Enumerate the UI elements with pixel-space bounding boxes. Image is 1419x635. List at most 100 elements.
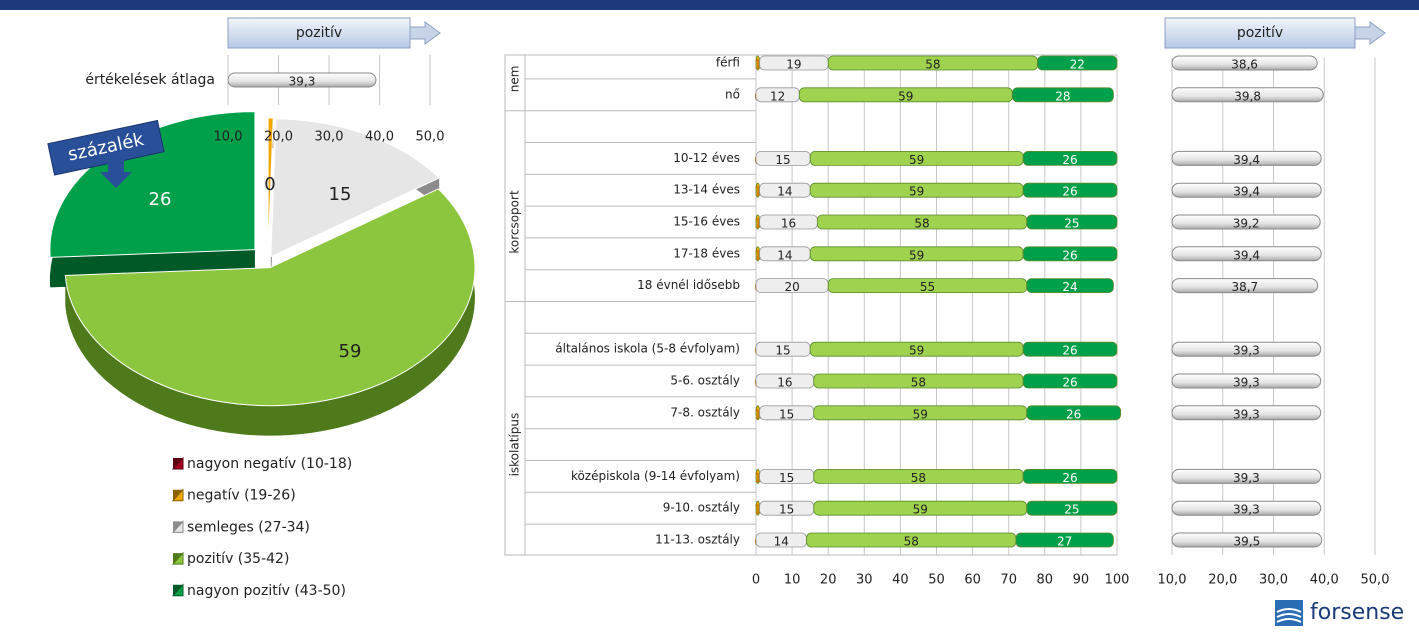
legend-label: negatív (19-26) [187,488,296,504]
value-label: 1 [754,471,762,485]
value-label: 39,3 [289,75,316,89]
value-label: 58 [904,535,919,549]
top-band [0,0,1419,10]
value-label: 15 [779,407,794,421]
x-tick-label: 40,0 [1310,573,1339,588]
value-label: 27 [1057,535,1072,549]
legend-label: nagyon negatív (10-18) [187,456,352,472]
pie-slice [64,188,476,407]
row-label: 17-18 éves [673,246,740,260]
slice-label: 26 [149,189,172,210]
x-tick-label: 60 [964,573,981,588]
value-label: 55 [920,280,935,294]
row-label: 5-6. osztály [670,374,740,388]
bar-segment [1022,150,1118,166]
value-label: 19 [786,58,801,72]
bar [1171,341,1322,357]
bar-segment [1022,373,1118,389]
x-tick-label: 20,0 [264,130,293,145]
value-label: 26 [1062,376,1077,390]
bar [227,72,377,88]
row-label: 9-10. osztály [663,501,740,515]
value-label: 12 [770,89,785,103]
row-label: 18 évnél idősebb [637,278,740,292]
value-label: 26 [1062,185,1077,199]
bar [1171,468,1322,484]
bar-segment [1037,55,1118,71]
value-label: 25 [1064,217,1079,231]
x-tick-label: 50,0 [1361,573,1390,588]
legend-label: nagyon pozitív (43-50) [187,583,346,599]
value-label: 59 [909,153,924,167]
value-label: 58 [911,471,926,485]
annotation-arrow [100,158,132,188]
x-tick-label: 30,0 [315,130,344,145]
value-label: 26 [1062,248,1077,262]
bar-segment [1022,468,1118,484]
value-label: 39,3 [1233,407,1260,421]
slice-label: 59 [339,341,362,362]
header-label: pozitív [1237,25,1283,41]
value-label: 58 [925,58,940,72]
row-label: értékelések átlaga [85,72,215,88]
value-label: 38,6 [1231,58,1258,72]
row-label: 11-13. osztály [655,533,740,547]
value-label: 26 [1062,344,1077,358]
legend-swatch-shade [173,458,183,469]
x-tick-label: 10,0 [214,130,243,145]
value-label: 59 [909,185,924,199]
row-label: 15-16 éves [673,215,740,229]
value-label: 25 [1064,503,1079,517]
bar-segment [1026,405,1122,421]
legend-swatch-shade [173,489,183,501]
value-label: 14 [774,535,789,549]
value-label: 15 [775,153,790,167]
value-label: 26 [1066,407,1081,421]
value-label: 39,2 [1233,217,1260,231]
legend-swatch-shade [173,553,183,565]
x-tick-label: 40 [892,573,909,588]
row-label: 13-14 éves [673,183,740,197]
legend-swatch-shade [173,521,183,533]
bar [1171,373,1322,389]
value-label: 1 [754,248,762,262]
pie-slice [270,118,441,258]
value-label: 39,3 [1233,503,1260,517]
bar [1171,278,1319,294]
group-label: korcsoport [508,190,522,254]
bar-segment [1022,182,1118,198]
bar [1171,55,1318,71]
x-tick-label: 70 [1000,573,1017,588]
value-label: 1 [754,217,762,231]
value-label: 38,7 [1231,280,1258,294]
x-tick-label: 30,0 [1259,573,1288,588]
row-label: férfi [716,56,740,70]
x-tick-label: 90 [1073,573,1090,588]
logo-icon [1275,600,1303,626]
group-label: nem [508,66,522,93]
value-label: 39,3 [1233,471,1260,485]
value-label: 28 [1055,89,1070,103]
slice-label: 15 [329,184,352,205]
value-label: 59 [909,344,924,358]
value-label: 39,3 [1233,344,1260,358]
bar [1171,214,1321,230]
value-label: 22 [1070,58,1085,72]
bar-segment [1026,500,1118,516]
bar [1171,246,1322,262]
value-label: 39,3 [1233,376,1260,390]
value-label: 58 [911,376,926,390]
value-label: 59 [909,248,924,262]
group-label: iskolatípus [508,413,522,477]
row-label: középiskola (9-14 évfolyam) [571,469,740,483]
x-tick-label: 20 [820,573,837,588]
bar-segment [1022,341,1118,357]
x-tick-label: 20,0 [1208,573,1237,588]
value-label: 15 [775,344,790,358]
bar-segment [1022,246,1118,262]
value-label: 1 [754,407,762,421]
value-label: 16 [777,376,792,390]
value-label: 39,4 [1233,248,1260,262]
value-label: 1 [754,185,762,199]
